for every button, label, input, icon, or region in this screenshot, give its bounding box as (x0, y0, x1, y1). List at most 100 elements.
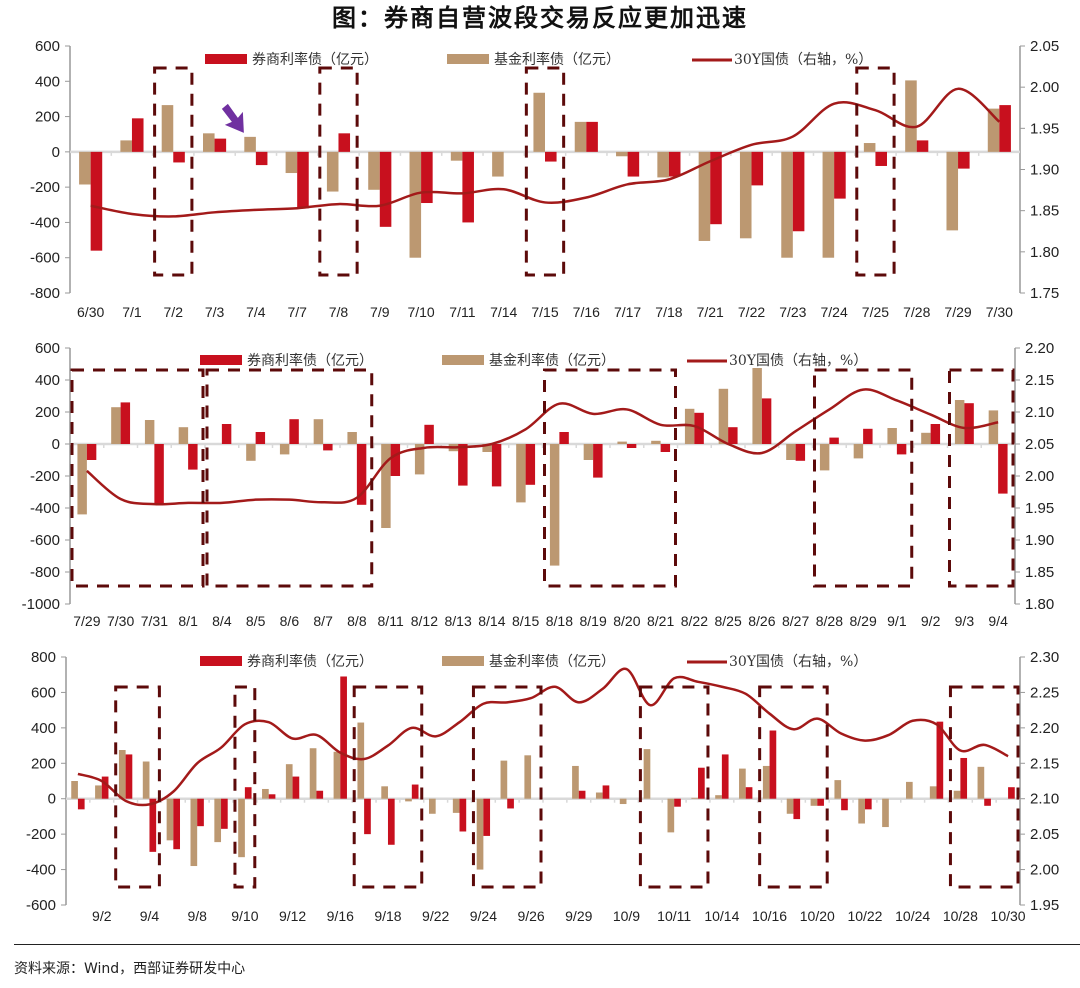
broker-bar (421, 151, 433, 204)
fund-bar (244, 136, 256, 152)
y-tick-label: 600 (31, 684, 56, 701)
broker-bar (289, 419, 299, 444)
fund-bar (414, 444, 425, 475)
chart-panel-3: 800 600 400 200 0 -200 -400 -600 2.30 2.25 2.20 2.1… (26, 649, 1059, 924)
fund-bar (492, 151, 504, 177)
y-tick-label: 400 (35, 372, 60, 389)
fund-bar (161, 105, 174, 152)
y2-tick-label: 1.85 (1030, 203, 1059, 220)
fund-bar (79, 151, 91, 185)
legend-broker-label: 券商利率债（亿元） (252, 51, 378, 68)
broker-bar (668, 151, 681, 177)
fund-bar (882, 798, 889, 828)
broker-bar (930, 424, 941, 444)
fund-bar (178, 427, 189, 444)
x-tick-label: 7/30 (986, 304, 1013, 320)
fund-bar (810, 798, 818, 806)
fund-bar (987, 108, 1000, 152)
broker-bar (834, 151, 846, 199)
fund-bar (120, 140, 132, 152)
broker-bar (751, 151, 764, 186)
broker-bar (545, 151, 557, 162)
highlight-box (543, 368, 677, 588)
x-tick-label: 10/22 (847, 908, 882, 924)
x-tick-label: 8/27 (782, 613, 809, 629)
broker-bar (292, 776, 300, 799)
fund-bar (822, 151, 835, 258)
fund-bar (853, 444, 864, 459)
broker-bar (390, 444, 401, 476)
y2-tick-label: 1.80 (1025, 596, 1054, 613)
broker-bar (841, 798, 848, 811)
fund-bar (500, 760, 508, 799)
x-tick-label: 7/10 (407, 304, 434, 320)
fund-bar (617, 441, 627, 444)
y-tick-label: 0 (52, 144, 60, 161)
broker-bar (459, 798, 467, 832)
x-tick-label: 7/31 (141, 613, 168, 629)
x-tick-label: 7/3 (205, 304, 225, 320)
x-tick-label: 9/16 (327, 908, 354, 924)
fund-bar (405, 798, 412, 802)
x-tick-label: 8/29 (850, 613, 877, 629)
highlight-box (948, 685, 1020, 889)
highlight-box (948, 368, 1015, 588)
fund-bar (326, 151, 339, 192)
fund-bar (409, 151, 422, 258)
y-tick-label: -800 (30, 285, 60, 302)
x-tick-label: 8/1 (178, 613, 198, 629)
fund-bar (929, 786, 937, 799)
fund-bar (905, 80, 917, 152)
x-tick-label: 9/10 (231, 908, 258, 924)
x-tick-label: 7/24 (821, 304, 848, 320)
fund-bar (583, 444, 594, 460)
broker-bar (627, 151, 640, 177)
broker-bar (86, 444, 97, 460)
x-tick-label: 8/18 (546, 613, 573, 629)
y-tick-label: -600 (26, 897, 56, 914)
broker-bar (125, 754, 133, 799)
fund-bar (524, 755, 532, 799)
broker-bar (340, 676, 347, 799)
fund-bar (190, 798, 198, 867)
footer-divider (14, 944, 1080, 945)
broker-bar (863, 428, 873, 444)
highlight-box (70, 368, 205, 588)
highlight-box (524, 66, 566, 277)
highlight-box (318, 66, 359, 277)
x-tick-label: 8/28 (816, 613, 843, 629)
x-tick-label: 9/26 (517, 908, 544, 924)
broker-bar (998, 444, 1008, 494)
fund-bar (834, 780, 842, 799)
fund-bar (739, 151, 752, 239)
y-tick-label: -200 (26, 826, 56, 843)
y-tick-label: 0 (48, 791, 56, 808)
x-tick-label: 8/25 (715, 613, 742, 629)
broker-bar (356, 444, 367, 505)
fund-bar (476, 798, 484, 870)
y-tick-label: 800 (31, 649, 56, 666)
x-tick-label: 7/28 (903, 304, 930, 320)
broker-bar (411, 784, 419, 799)
broker-bar (916, 140, 929, 152)
broker-bar (338, 133, 351, 152)
fund-bar (428, 798, 436, 814)
x-tick-label: 8/4 (212, 613, 232, 629)
legend-fund-label: 基金利率债（亿元） (489, 352, 615, 369)
x-tick-label: 6/30 (77, 304, 104, 320)
x-tick-label: 10/20 (800, 908, 835, 924)
fund-bar (977, 766, 985, 799)
y2-tick-label: 2.05 (1025, 436, 1054, 453)
broker-bar (525, 444, 536, 485)
broker-bar (188, 444, 198, 470)
x-tick-label: 9/22 (422, 908, 449, 924)
y2-tick-label: 1.75 (1030, 285, 1059, 302)
fund-bar (953, 790, 961, 799)
x-tick-label: 10/28 (943, 908, 978, 924)
fund-bar (549, 444, 560, 566)
y2-tick-label: 1.85 (1025, 564, 1054, 581)
fund-bar (533, 92, 545, 152)
fund-bar (450, 151, 463, 161)
broker-bar (864, 798, 872, 810)
fund-bar (715, 795, 722, 799)
